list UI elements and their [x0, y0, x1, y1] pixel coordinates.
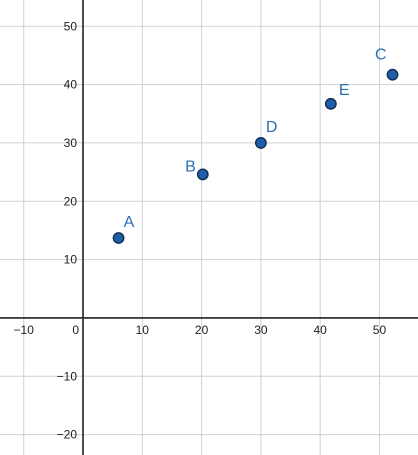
point-e	[324, 97, 337, 110]
point-a	[112, 232, 125, 244]
point-label-c: C	[375, 47, 387, 64]
x-tick-label: 0	[72, 323, 79, 337]
point-c	[386, 68, 399, 81]
x-tick-label: 20	[195, 323, 209, 337]
x-tick-label: 10	[136, 323, 150, 337]
y-tick-label: 40	[64, 78, 78, 92]
y-tick-label: 30	[64, 136, 78, 150]
y-tick-label: −20	[57, 428, 78, 442]
x-tick-label: 40	[313, 323, 327, 337]
y-tick-label: −10	[57, 369, 78, 383]
point-label-e: E	[339, 82, 350, 99]
y-tick-label: 20	[64, 194, 78, 208]
x-tick-label: 50	[373, 323, 387, 337]
point-b	[196, 168, 209, 181]
point-label-a: A	[124, 214, 135, 231]
y-tick-label: 10	[64, 253, 78, 267]
point-label-b: B	[185, 158, 196, 175]
tick-labels: −10 0 10 20 30 40 50 −20 −10 10 20 30 40 50	[14, 19, 387, 441]
y-tick-label: 50	[64, 19, 78, 33]
point-label-d: D	[266, 119, 278, 136]
point-d	[254, 137, 267, 149]
x-tick-label: 30	[254, 323, 268, 337]
x-tick-label: −10	[14, 323, 35, 337]
data-points: A B D E C	[112, 47, 399, 244]
